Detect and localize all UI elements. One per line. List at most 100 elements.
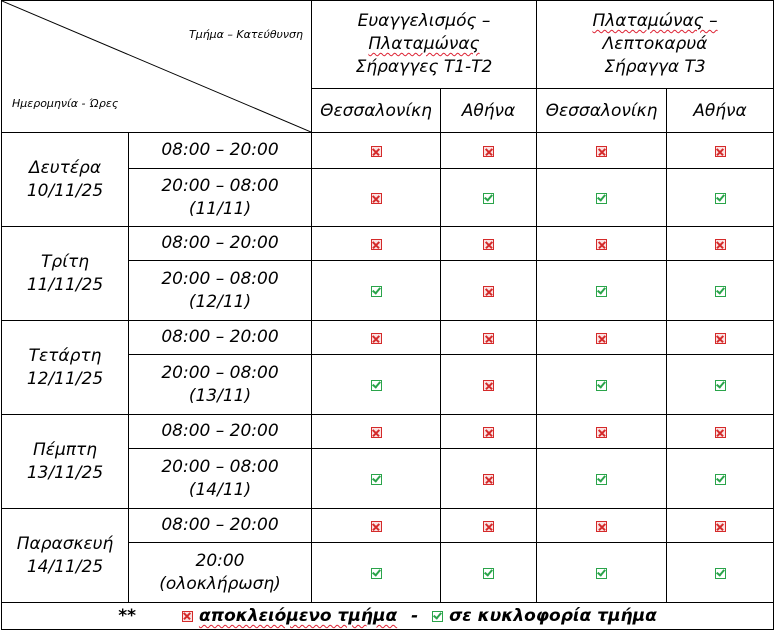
table-row: 20:00 – 08:00 (14/11) [2, 448, 775, 509]
day-date: 13/11/25 [26, 462, 104, 483]
status-cell [311, 354, 441, 415]
status-cell [665, 354, 775, 415]
red-x-box-icon [596, 239, 607, 250]
status-cell [440, 320, 537, 355]
time-slot-note: (11/11) [188, 198, 252, 219]
status-cell [440, 260, 537, 321]
group1-line2: Πλαταμώνας [368, 34, 480, 54]
time-slot-note: (ολοκλήρωση) [159, 573, 281, 594]
day-cell: Παρασκευή 14/11/25 [1, 508, 129, 603]
table-row: 20:00 (ολοκλήρωση) [2, 542, 775, 603]
red-x-box-icon [483, 427, 494, 438]
red-x-box-icon [483, 239, 494, 250]
status-cell [311, 542, 441, 603]
time-slot-cell: 08:00 – 20:00 [128, 508, 312, 543]
green-check-box-icon [483, 568, 494, 579]
green-check-box-icon [370, 568, 382, 579]
red-x-box-icon [596, 333, 607, 344]
green-check-box-icon [596, 474, 607, 485]
red-x-box-icon [370, 146, 382, 157]
group1-line1: Ευαγγελισμός – [357, 11, 491, 31]
status-cell [536, 414, 667, 449]
day-name: Δευτέρα [28, 157, 102, 178]
status-cell [665, 320, 775, 355]
time-slot-range: 20:00 – 08:00 [161, 362, 279, 383]
red-x-box-icon [714, 427, 726, 438]
status-cell [440, 508, 537, 543]
status-cell [311, 132, 441, 169]
day-cell: Τετάρτη 12/11/25 [1, 320, 129, 415]
time-slot-range: 08:00 – 20:00 [161, 140, 279, 160]
day-date: 12/11/25 [26, 368, 104, 389]
status-cell [665, 542, 775, 603]
red-x-box-icon [483, 474, 494, 485]
status-cell [440, 448, 537, 509]
day-name: Πέμπτη [32, 439, 98, 460]
day-date: 10/11/25 [26, 180, 104, 201]
green-check-box-icon [370, 474, 382, 485]
status-cell [665, 508, 775, 543]
green-check-box-icon [596, 568, 607, 579]
time-slot-range: 08:00 – 20:00 [161, 421, 279, 441]
status-cell [536, 168, 667, 227]
red-x-box-icon [483, 333, 494, 344]
green-check-box-icon [596, 286, 607, 297]
day-name: Τετάρτη [28, 345, 102, 366]
day-name: Τρίτη [41, 251, 89, 272]
green-check-box-icon [596, 193, 607, 204]
time-slot-cell: 08:00 – 20:00 [128, 226, 312, 261]
group-header-evangelismos-platamonas: Ευαγγελισμός – Πλαταμώνας Σήραγγες Τ1-Τ2 [311, 0, 537, 89]
status-cell [536, 508, 667, 543]
time-slot-cell: 08:00 – 20:00 [128, 132, 312, 169]
green-check-box-icon [370, 286, 382, 297]
time-slot-cell: 20:00 – 08:00 (11/11) [128, 168, 312, 227]
red-x-box-icon [370, 427, 382, 438]
legend-asterisks: ** [118, 606, 137, 626]
time-slot-range: 20:00 – 08:00 [161, 175, 279, 196]
red-x-box-icon [714, 333, 726, 344]
status-cell [311, 320, 441, 355]
day-name: Παρασκευή [16, 533, 114, 554]
green-check-box-icon [714, 193, 726, 204]
group2-line1: Πλαταμώνας – [592, 11, 718, 31]
red-x-box-icon [181, 610, 193, 622]
time-slot-cell: 20:00 – 08:00 (13/11) [128, 354, 312, 415]
legend-open-label: σε κυκλοφορία τμήμα [449, 606, 657, 626]
red-x-box-icon [714, 521, 726, 532]
time-slot-range: 20:00 – 08:00 [161, 456, 279, 477]
time-slot-range: 08:00 – 20:00 [161, 233, 279, 253]
red-x-box-icon [370, 333, 382, 344]
table-row: Πέμπτη 13/11/25 08:00 – 20:00 [1, 414, 775, 509]
table-row: Παρασκευή 14/11/25 08:00 – 20:00 [1, 508, 775, 603]
status-cell [311, 448, 441, 509]
status-cell [311, 168, 441, 227]
time-slot-note: (13/11) [188, 385, 252, 406]
status-cell [311, 508, 441, 543]
direction-header: Θεσσαλονίκη [536, 88, 667, 133]
red-x-box-icon [714, 239, 726, 250]
red-x-box-icon [483, 521, 494, 532]
time-slot-note: (12/11) [188, 291, 252, 312]
status-cell [440, 168, 537, 227]
status-cell [665, 168, 775, 227]
status-cell [665, 260, 775, 321]
time-slot-cell: 20:00 – 08:00 (12/11) [128, 260, 312, 321]
status-cell [311, 226, 441, 261]
time-slot-range: 20:00 [195, 550, 245, 571]
red-x-box-icon [483, 146, 494, 157]
red-x-box-icon [596, 427, 607, 438]
status-cell [536, 542, 667, 603]
time-slot-range: 08:00 – 20:00 [161, 327, 279, 347]
status-cell [536, 320, 667, 355]
day-date: 14/11/25 [26, 556, 104, 577]
direction-header: Αθήνα [440, 88, 537, 133]
status-cell [665, 414, 775, 449]
red-x-box-icon [596, 521, 607, 532]
direction-header: Θεσσαλονίκη [311, 88, 441, 133]
table-row: 20:00 – 08:00 (13/11) [2, 354, 775, 415]
direction-header: Αθήνα [665, 88, 775, 133]
status-cell [311, 260, 441, 321]
table-row: 20:00 – 08:00 (11/11) [2, 168, 775, 227]
